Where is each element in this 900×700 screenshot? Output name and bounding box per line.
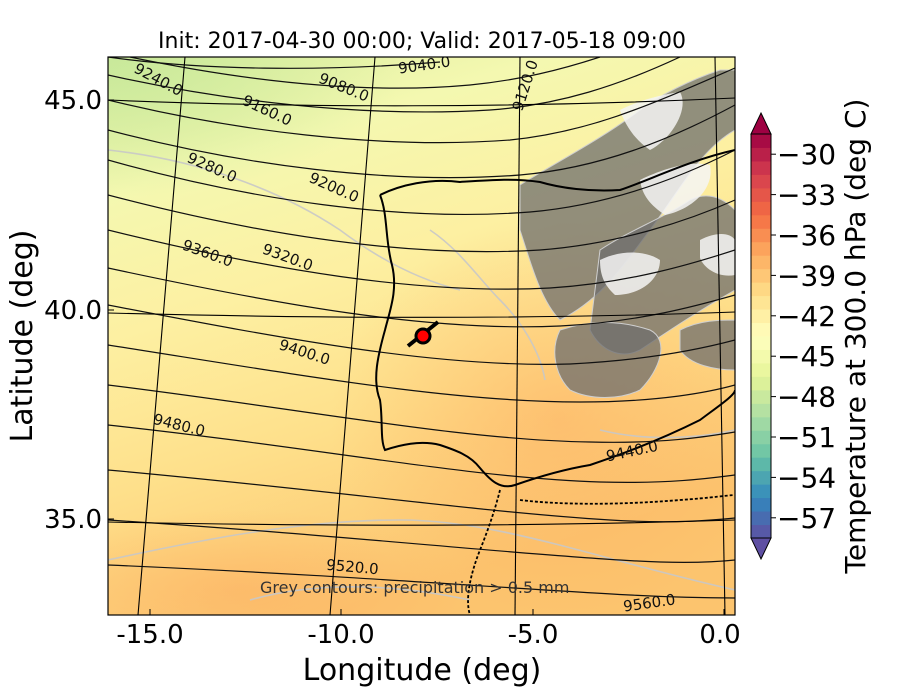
- warm-southwest-region: [108, 510, 470, 615]
- grey-fill-contours: [108, 149, 735, 601]
- colorbar-segment: [751, 268, 771, 283]
- snow-highlights: [600, 92, 735, 295]
- x-axis: -15.0 -10.0 -5.0 0.0 Longitude (deg): [116, 609, 741, 688]
- colorbar-segment: [751, 255, 771, 270]
- colorbar-segment: [751, 362, 771, 377]
- colorbar-tick-label: −42: [777, 300, 836, 333]
- colorbar-segment: [751, 470, 771, 485]
- axes-frame: [107, 56, 736, 616]
- colorbar-tick-label: −45: [777, 340, 836, 373]
- colorbar-segment: [751, 134, 771, 148]
- x-axis-label: Longitude (deg): [303, 653, 542, 688]
- colorbar-segment: [751, 376, 771, 391]
- colorbar-segment: [751, 201, 771, 216]
- colorbar-tick-label: −48: [777, 381, 836, 414]
- africa-coast: [467, 489, 735, 615]
- y-axis-label: Latitude (deg): [5, 230, 40, 443]
- colorbar-ticks: −57 −54 −51 −48 −45 −42 −39 −36 −33 −30: [771, 138, 836, 535]
- colorbar: −57 −54 −51 −48 −45 −42 −39 −36 −33 −30 Temperatu…: [750, 99, 872, 575]
- colorbar-segment: [751, 403, 771, 418]
- colorbar-segment: [751, 389, 771, 404]
- colorbar-segment: [751, 160, 771, 175]
- contour-label: 9520.0: [326, 556, 380, 579]
- colorbar-tick-label: −51: [777, 421, 836, 454]
- colorbar-tick-label: −57: [777, 502, 836, 535]
- colorbar-frame: [750, 133, 772, 539]
- x-tick-label: -5.0: [508, 620, 559, 650]
- colorbar-segment: [751, 443, 771, 458]
- precipitation-note: Grey contours: precipitation > 0.5 mm: [260, 578, 569, 597]
- colorbar-segment: [751, 457, 771, 472]
- colorbar-tick-label: −39: [777, 259, 836, 292]
- colorbar-segment: [751, 309, 771, 324]
- coastline: [375, 149, 735, 488]
- colorbar-segment: [751, 511, 771, 526]
- colorbar-tick-label: −54: [777, 461, 836, 494]
- colorbar-segment: [751, 214, 771, 229]
- colorbar-segment: [751, 295, 771, 310]
- colorbar-segment: [751, 336, 771, 350]
- height-contours: [108, 57, 735, 599]
- colorbar-segment: [751, 282, 771, 297]
- graticule: [108, 57, 735, 615]
- colorbar-segment: [751, 430, 771, 445]
- chart-title: Init: 2017-04-30 00:00; Valid: 2017-05-1…: [158, 29, 686, 54]
- colorbar-segment: [751, 241, 771, 256]
- colorbar-segment: [751, 416, 771, 431]
- plot-area: 9040.0 9080.0 9120.0 9160.0 9200.0 9240.…: [108, 57, 735, 615]
- colorbar-segment: [751, 524, 771, 539]
- colorbar-tick-label: −30: [777, 138, 836, 171]
- colorbar-label: Temperature at 300.0 hPa (deg C): [839, 99, 872, 575]
- colorbar-extend-min: [750, 537, 772, 561]
- colorbar-segments: [751, 134, 771, 539]
- colorbar-segment: [751, 322, 771, 337]
- colorbar-segment: [751, 187, 771, 202]
- site-marker: [406, 320, 440, 348]
- colorbar-segment: [751, 174, 771, 189]
- y-axis: 35.0 40.0 45.0 Latitude (deg): [5, 86, 114, 535]
- colorbar-segment: [751, 484, 771, 499]
- location-marker: [414, 327, 432, 345]
- x-tick-label: 0.0: [699, 620, 740, 650]
- colorbar-tick-label: −36: [777, 219, 836, 252]
- colorbar-segment: [751, 147, 771, 162]
- colorbar-segment: [751, 228, 771, 243]
- colorbar-tick-label: −33: [777, 179, 836, 212]
- colorbar-segment: [751, 349, 771, 364]
- y-tick-label: 35.0: [44, 505, 102, 535]
- colorbar-extend-max: [750, 111, 772, 135]
- x-tick-label: -10.0: [307, 620, 374, 650]
- precipitation-contours: [519, 69, 735, 398]
- y-tick-label: 45.0: [44, 86, 102, 116]
- y-tick-label: 40.0: [44, 296, 102, 326]
- x-tick-label: -15.0: [116, 620, 183, 650]
- colorbar-segment: [751, 497, 771, 512]
